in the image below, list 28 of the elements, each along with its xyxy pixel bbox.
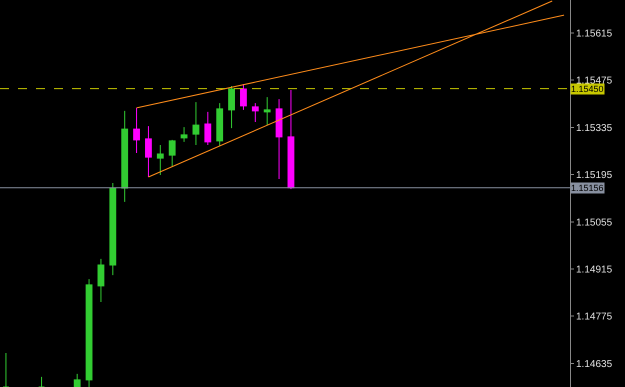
candlestick [276,98,282,180]
candlestick [192,102,200,146]
y-tick-label: 1.14635 [576,358,613,370]
y-tick-label: 1.15195 [576,170,613,182]
y-tick-label: 1.14915 [576,264,613,276]
candlestick [74,373,81,387]
candlestick [228,85,235,129]
candlestick [252,102,259,123]
y-tick-label: 1.15615 [576,28,613,40]
ref-line-label: 1.15450 [571,84,604,94]
candlestick [240,83,247,110]
candlestick [180,126,188,142]
candlestick [156,144,164,176]
candlestick [216,102,224,146]
ref-line-label: 1.15156 [571,183,604,193]
y-tick-label: 1.15055 [576,217,613,228]
candlestick [168,139,176,168]
candlestick [86,278,92,387]
candlestick [288,90,294,190]
y-tick-label: 1.14775 [576,312,613,323]
y-tick-label: 1.15335 [576,122,613,134]
candlestick [145,126,152,178]
candlestick [121,110,128,202]
candlestick [204,111,212,146]
candlestick [133,107,140,154]
candlestick [264,96,271,126]
candlestick [109,182,116,276]
candlestick [98,258,104,303]
